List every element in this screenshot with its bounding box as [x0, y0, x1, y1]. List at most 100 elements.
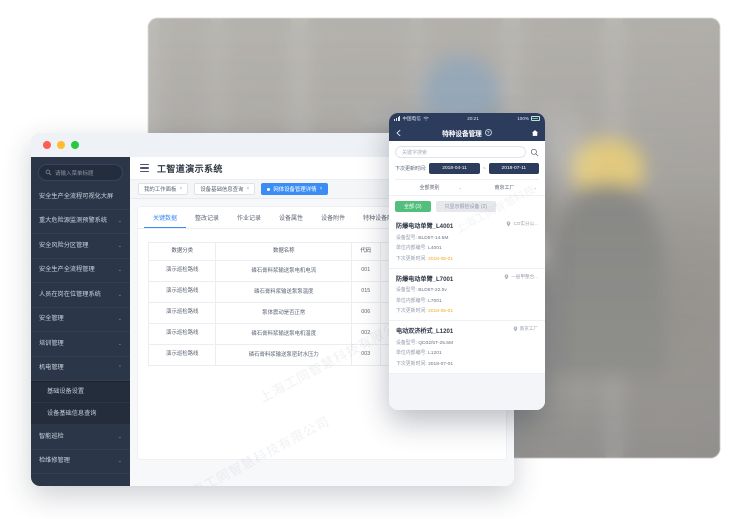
device-code-row: 单位内部编号: L1201 — [396, 349, 538, 356]
mobile-app-window: 中国电信 20:21 100% 特种设备管理 ? — [389, 113, 545, 410]
home-icon[interactable] — [531, 129, 539, 137]
chevron-down-icon: ⌄ — [458, 185, 462, 190]
sidebar-item-training[interactable]: 培训管理 ⌄ — [31, 332, 130, 357]
hamburger-icon[interactable] — [140, 163, 149, 173]
device-code-label: 单位内部编号: — [396, 246, 427, 251]
sidebar: 请输入菜单标题 安全生产全流程可视化大屏 重大危险源监测预警系统 ⌄ 安全风险分… — [31, 157, 130, 486]
content-tab-key-data[interactable]: 关键数据 — [144, 207, 187, 228]
device-update-value: 2018-05-01 — [428, 256, 454, 262]
device-code-value: L7001 — [428, 298, 442, 304]
sidebar-item-hazard-monitoring[interactable]: 重大危险源监测预警系统 ⌄ — [31, 210, 130, 234]
select-row: 全部类别 ⌄ 南京工厂 ⌄ — [395, 179, 539, 191]
sidebar-item-dashboard[interactable]: 安全生产全流程可视化大屏 — [31, 185, 130, 210]
date-start-input[interactable]: 2018-04-11 — [429, 163, 480, 174]
sidebar-item-electromechanical[interactable]: 机电管理 ⌃ — [31, 357, 130, 381]
category-select-value: 全部类别 — [419, 185, 440, 191]
content-tab-operation-records[interactable]: 作业记录 — [237, 216, 262, 222]
phone-title-group: 特种设备管理 ? — [442, 128, 492, 138]
sidebar-item-equipment-info-query[interactable]: 设备基础信息查询 — [31, 403, 130, 425]
device-update-label: 下次更新时间: — [396, 256, 427, 262]
content-tab-rectification-records[interactable]: 整改记录 — [195, 216, 220, 222]
device-list[interactable]: 防爆电动单臂_L4001 CO实分公... 设备型号: BLD5T-14.5M … — [389, 216, 545, 410]
phone-status-bar: 中国电信 20:21 100% — [389, 113, 545, 124]
page-title: 工智道演示系统 — [157, 163, 223, 174]
search-input[interactable]: 请输入菜单标题 — [38, 164, 123, 181]
close-icon[interactable]: × — [319, 186, 323, 192]
phone-search-placeholder: 关键字搜索 — [402, 149, 428, 156]
device-update-row: 下次更新时间: 2018-05-01 — [396, 307, 538, 314]
device-location: CO实分公... — [506, 221, 538, 227]
chip-inspection-only[interactable]: 只显示报检设备 (2) — [435, 201, 497, 212]
device-update-value: 2018-05-01 — [428, 309, 454, 314]
device-name: 防爆电动单臂_L7001 — [396, 275, 454, 283]
close-icon[interactable]: × — [179, 186, 183, 192]
date-end-input[interactable]: 2018-07-11 — [488, 163, 539, 174]
device-update-label: 下次更新时间: — [396, 361, 427, 367]
sidebar-item-basic-equipment-setup[interactable]: 基础设备设置 — [31, 381, 130, 403]
chevron-down-icon: ⌄ — [533, 185, 537, 190]
list-item[interactable]: 电动双济桥式_L1201 南京工厂 设备型号: QD32/5T-25.5M 单位… — [389, 321, 545, 374]
list-item[interactable]: 防爆电动单臂_L4001 CO实分公... 设备型号: BLD5T-14.5M … — [389, 216, 545, 269]
chevron-down-icon: ⌄ — [117, 218, 122, 225]
maximize-icon[interactable] — [71, 141, 79, 149]
date-filter-label: 下次更新时间: — [395, 166, 427, 172]
device-code-label: 单位内部编号: — [396, 351, 427, 356]
content-tab-equipment-attachments[interactable]: 设备附件 — [321, 216, 346, 222]
filter-chips-row: 全部 (3) 只显示报检设备 (2) — [389, 195, 545, 216]
active-dot-icon — [267, 187, 271, 191]
sidebar-item-production-process[interactable]: 安全生产全流程管理 ⌄ — [31, 259, 130, 283]
tab-equipment-management-detail[interactable]: 网体设备管理详情 × — [261, 183, 329, 195]
phone-search-input[interactable]: 关键字搜索 — [395, 146, 526, 158]
column-header: 数据分类 — [147, 242, 217, 261]
device-location: 南京工厂 — [513, 326, 538, 332]
sidebar-item-personnel[interactable]: 人员在岗在位管理系统 ⌄ — [31, 283, 130, 308]
category-select[interactable]: 全部类别 ⌄ — [395, 184, 464, 191]
device-model-label: 设备型号: — [396, 235, 417, 241]
phone-page-title: 特种设备管理 — [442, 130, 482, 138]
map-pin-icon — [513, 326, 517, 332]
battery-percent-label: 100% — [517, 116, 529, 121]
wifi-icon — [423, 116, 429, 121]
tab-my-workbench[interactable]: 我的工作面板 × — [138, 183, 189, 195]
factory-select-value: 南京工厂 — [494, 185, 515, 191]
device-code-value: L4001 — [428, 246, 442, 251]
close-icon[interactable]: × — [246, 186, 250, 192]
map-pin-icon — [507, 221, 511, 227]
arrow-left-icon[interactable] — [395, 129, 403, 137]
device-model-row: 设备型号: QD32/5T-25.5M — [396, 339, 538, 346]
sidebar-item-safety-management[interactable]: 安全管理 ⌄ — [31, 308, 130, 332]
tab-equipment-info-query[interactable]: 设备基础信息查询 × — [194, 183, 256, 195]
content-tab-special-equipment-attachments[interactable]: 特种设备附件 — [363, 216, 400, 222]
phone-nav-bar: 特种设备管理 ? — [389, 124, 545, 141]
sidebar-item-smart-inspection[interactable]: 智能巡检 ⌄ — [31, 425, 130, 450]
device-code-row: 单位内部编号: L7001 — [396, 297, 538, 304]
chip-all[interactable]: 全部 (3) — [395, 201, 431, 212]
clock-label: 20:21 — [467, 116, 479, 121]
column-header: 代码 — [351, 242, 381, 261]
sidebar-item-maintenance[interactable]: 检维修管理 ⌄ — [31, 450, 130, 474]
device-location-label: CO实分公... — [513, 221, 538, 226]
content-tab-equipment-attributes[interactable]: 设备属性 — [279, 216, 304, 222]
sidebar-menu: 安全生产全流程可视化大屏 重大危险源监测预警系统 ⌄ 安全风险分区管理 ⌄ 安全… — [31, 185, 130, 486]
device-model-value: BLD5T-22.5v — [418, 288, 447, 293]
sidebar-item-risk-zoning[interactable]: 安全风险分区管理 ⌄ — [31, 234, 130, 259]
device-name: 电动双济桥式_L1201 — [396, 328, 454, 335]
chevron-down-icon: ⌄ — [117, 242, 122, 249]
search-icon[interactable] — [530, 148, 539, 157]
device-location-label: 南京工厂 — [519, 326, 538, 331]
close-icon[interactable] — [43, 141, 51, 149]
factory-select[interactable]: 南京工厂 ⌄ — [470, 184, 539, 191]
minimize-icon[interactable] — [57, 141, 65, 149]
device-code-value: L1201 — [428, 351, 442, 356]
chevron-down-icon: ⌄ — [117, 291, 122, 298]
list-empty-tail — [389, 373, 545, 410]
chevron-down-icon: ⌄ — [117, 340, 122, 347]
chevron-down-icon: ⌄ — [117, 458, 122, 465]
list-item[interactable]: 防爆电动单臂_L7001 一层甲整合... 设备型号: BLD5T-22.5v … — [389, 268, 545, 321]
question-mark-icon[interactable]: ? — [484, 129, 492, 136]
content-tab-bar: 关键数据 整改记录 作业记录 设备属性 设备附件 特种设备附件 — [138, 207, 506, 229]
device-update-row: 下次更新时间: 2018-07-01 — [396, 360, 538, 367]
device-model-row: 设备型号: BLD5T-22.5v — [396, 286, 538, 293]
battery-icon — [530, 116, 540, 121]
